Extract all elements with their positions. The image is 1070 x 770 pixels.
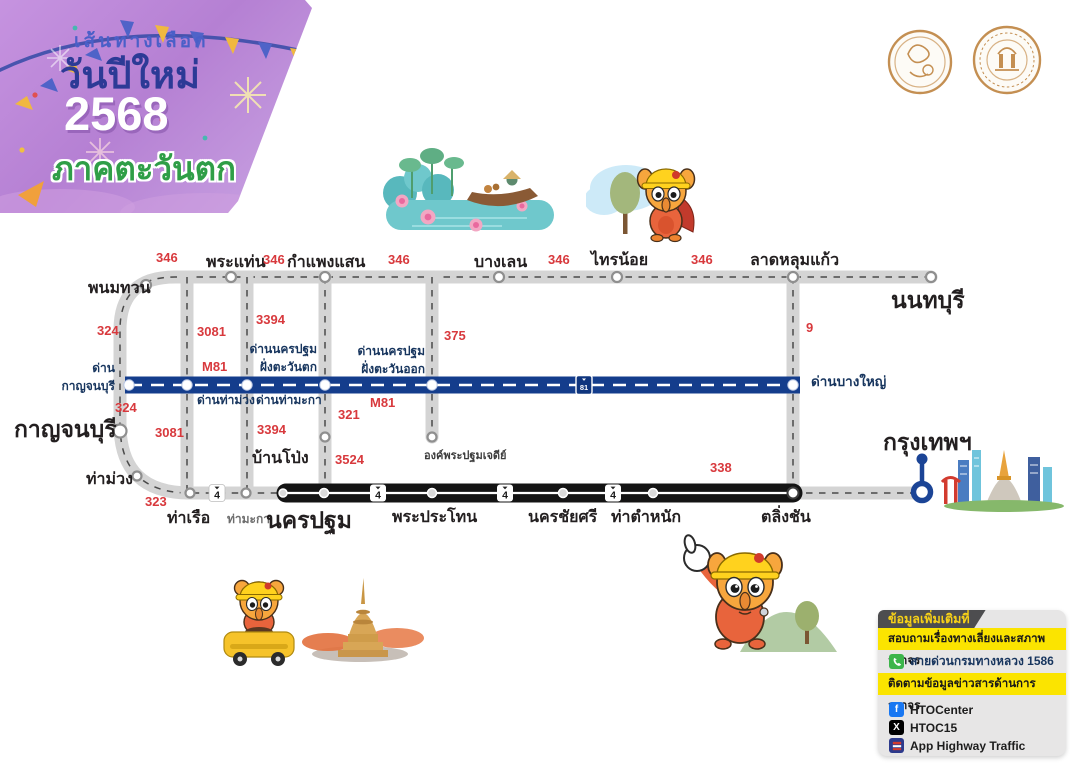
info-box-tab: ข้อมูลเพิ่มเติมที่ [878, 610, 986, 629]
svg-text:4: 4 [502, 490, 508, 502]
toll-gate-label: ด่านบางใหญ่ [811, 374, 887, 389]
toll-gate-label: ด่านท่าม่วง [197, 393, 255, 407]
route-number-label: 9 [806, 320, 814, 335]
hotline-label: สายด่วนกรมทางหลวง 1586 [910, 654, 1054, 668]
toll-gate-label: ด่านนครปฐม ฝั่งตะวันตก [249, 342, 317, 374]
channel-facebook-row: f HTOCenter [889, 702, 973, 717]
facebook-icon: f [889, 702, 904, 717]
station-label: นครชัยศรี [528, 509, 598, 526]
channel-label: HTOCenter [910, 702, 974, 717]
route-number-label: 3081 [155, 425, 184, 440]
station-label: ท่าเรือ [167, 510, 211, 527]
station-label: องค์พระปฐมเจดีย์ [424, 450, 507, 462]
route-4-shield-icons: 4 4 4 4 [208, 484, 621, 502]
station-label: ตลิ่งชัน [761, 509, 811, 526]
route-number-label: 323 [145, 494, 167, 509]
toll-gate-label: ด่าน กาญจนบุรี [61, 361, 115, 393]
junction-nodes [112, 270, 938, 499]
station-label: บางเลน [474, 254, 528, 271]
station-label: พระประโทน [392, 509, 478, 526]
station-label: บ้านโป่ง [252, 450, 309, 467]
info-section-ask: สอบถามเรื่องทางเลี่ยงและสภาพจราจร [878, 628, 1066, 667]
m81-shield-icon: 81 [575, 374, 593, 396]
route-number-label: 3394 [257, 422, 286, 437]
route-number-label: M81 [370, 395, 396, 410]
station-label: นนทบุรี [891, 287, 965, 313]
route-number-label: 324 [115, 400, 137, 415]
station-label: ไทรน้อย [591, 252, 649, 269]
pagoda-illustration [302, 578, 424, 662]
route-number-label: 338 [710, 460, 732, 475]
svg-text:4: 4 [610, 490, 616, 502]
svg-text:4: 4 [214, 490, 220, 502]
info-section-follow: ติดตามข้อมูลข่าวสารด้านการจราจร [878, 673, 1066, 712]
route-number-label: 375 [444, 328, 466, 343]
x-icon: X [889, 720, 904, 735]
route-number-label: 321 [338, 407, 360, 422]
station-label: ท่าม่วง [86, 471, 133, 488]
toll-gate-label: ด่านนครปฐม ฝั่งตะวันออก [357, 344, 425, 376]
station-label: พระแท่น [206, 254, 266, 271]
banner-region: ภาคตะวันตก [52, 150, 237, 187]
route-number-label: 324 [97, 323, 119, 338]
highway-traffic-app-icon [889, 738, 904, 753]
route-number-label: 346 [156, 250, 178, 265]
thumbs-up-mascot-illustration [683, 534, 837, 652]
hotline-row: สายด่วนกรมทางหลวง 1586 [889, 652, 1054, 671]
route-number-label: M81 [202, 359, 228, 374]
highway-nodes [278, 486, 800, 500]
station-label: กรุงเทพฯ [883, 429, 972, 455]
agency-seals [887, 25, 1042, 95]
station-label: ท่ามะกา [227, 512, 271, 526]
station-label: ท่าตำหนัก [611, 509, 682, 526]
channel-label: App Highway Traffic [910, 738, 1026, 753]
route-number-label: 346 [388, 252, 410, 267]
channel-label: HTOC15 [910, 720, 958, 735]
lotus-pond-illustration [383, 148, 554, 232]
highways-department-seal-icon [972, 25, 1042, 95]
station-label: กำแพงแสน [287, 254, 366, 271]
svg-text:4: 4 [375, 490, 381, 502]
station-label: กาญจนบุรี [14, 416, 117, 442]
traffic-info-box: ข้อมูลเพิ่มเติมที่ สอบถามเรื่องทางเลี่ยง… [878, 610, 1066, 756]
route-number-label: 3524 [335, 452, 364, 467]
svg-text:81: 81 [580, 383, 588, 392]
ministry-seal-icon [887, 29, 953, 95]
mascot-with-tree-illustration [586, 165, 696, 243]
channel-app-row: App Highway Traffic [889, 738, 1025, 753]
route-number-label: 346 [263, 252, 285, 267]
route-number-label: 3081 [197, 324, 226, 339]
driving-mascot-illustration [223, 579, 295, 666]
station-label: นครปฐม [266, 507, 352, 533]
banner-year: 2568 [64, 87, 169, 140]
route-number-label: 3394 [256, 312, 285, 327]
route-number-label: 346 [548, 252, 570, 267]
phone-icon [889, 654, 904, 669]
station-label: พนมทวน [88, 280, 151, 297]
banner-subtitle: เส้นทางเลือก [74, 31, 209, 52]
toll-gate-label: ด่านท่ามะกา [256, 393, 322, 407]
station-label: ลาดหลุมแก้ว [750, 252, 840, 269]
channel-x-row: X HTOC15 [889, 720, 957, 735]
route-number-label: 346 [691, 252, 713, 267]
banner-title: วันปีใหม่ [60, 55, 201, 97]
bangkok-skyline-illustration [940, 450, 1064, 512]
bangkok-terminal-marker [910, 453, 934, 504]
toll-nodes [123, 379, 799, 391]
